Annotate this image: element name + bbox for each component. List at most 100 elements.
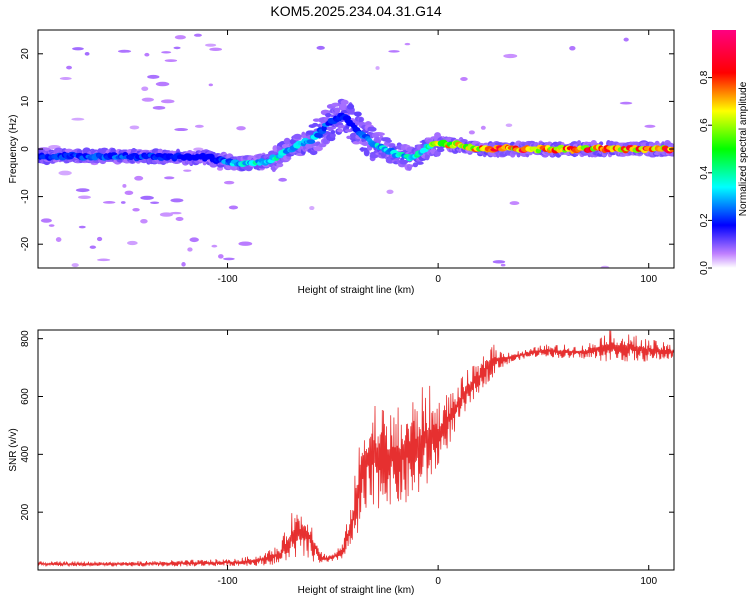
spectrogram-noise-point (78, 225, 86, 229)
spectrogram-points (38, 33, 674, 268)
spectrogram-halo-point (363, 149, 370, 157)
spectrogram-halo-point (353, 111, 362, 117)
spectrogram-noise-point (160, 99, 175, 104)
spectrogram-halo-point (424, 153, 430, 161)
spectrogram-halo-point (325, 112, 332, 118)
spectrogram-noise-point (569, 45, 576, 51)
spectrogram-noise-point (59, 77, 72, 80)
spectrogram-noise-point (120, 201, 126, 204)
spectrogram-halo-point (336, 128, 344, 133)
spectrogram-noise-point (140, 195, 154, 200)
spectrogram-y-tick-label: 20 (20, 48, 31, 60)
spectrogram-noise-point (155, 81, 170, 87)
spectrogram-halo-point (408, 164, 414, 168)
colorbar-tick-label: 0.8 (699, 70, 710, 84)
spectrogram-ridge-point (535, 148, 542, 154)
spectrogram-noise-point (66, 65, 72, 70)
spectrogram-noise-point (71, 263, 79, 268)
spectrogram-noise-point (223, 180, 235, 185)
spectrogram-noise-point (644, 124, 656, 128)
snr-x-label: Height of straight line (km) (298, 585, 415, 596)
spectrogram-noise-point (505, 123, 513, 127)
spectrogram-noise-point (173, 46, 181, 50)
spectrogram-noise-point (174, 127, 189, 132)
snr-series-line (38, 330, 674, 568)
snr-y-tick-label: 600 (20, 388, 31, 405)
colorbar-gradient (712, 30, 736, 268)
spectrogram-noise-point (500, 263, 506, 267)
snr-x-tick-label: 100 (640, 576, 657, 587)
spectrogram-y-ticks: -20 -10 0 10 20 (20, 48, 674, 251)
spectrogram-noise-point (193, 147, 204, 152)
snr-x-tick-label: 0 (435, 576, 441, 587)
spectrogram-noise-point (181, 262, 186, 267)
spectrogram-noise-point (129, 125, 140, 130)
spectrogram-noise-point (223, 257, 235, 261)
spectrogram-halo-point (388, 143, 396, 148)
spectrogram-noise-point (147, 74, 160, 79)
spectrogram-noise-point (386, 189, 394, 195)
spectrogram-halo-point (415, 161, 424, 165)
snr-y-tick-label: 400 (20, 446, 31, 463)
spectrogram-noise-point (316, 45, 325, 50)
spectrogram-noise-point (460, 77, 468, 82)
spectrogram-noise-point (89, 245, 97, 249)
spectrogram-noise-point (97, 258, 111, 262)
spectrogram-halo-point (460, 139, 468, 143)
spectrogram-halo-point (327, 126, 333, 132)
spectrogram-noise-point (134, 175, 144, 181)
spectrogram-ridge-point (314, 132, 323, 138)
spectrogram-noise-point (77, 195, 91, 199)
snr-y-tick-label: 200 (20, 503, 31, 520)
spectrogram-noise-point (161, 51, 172, 54)
spectrogram-noise-point (600, 265, 610, 268)
spectrogram-noise-point (236, 126, 246, 131)
spectrogram-halo-point (361, 141, 369, 147)
spectrogram-noise-point (218, 254, 224, 259)
spectrogram-noise-point (388, 50, 400, 53)
spectrogram-x-tick-label: 0 (435, 274, 441, 285)
spectrogram-noise-point (48, 224, 55, 227)
spectrogram-noise-point (189, 237, 199, 243)
spectrogram-halo-point (276, 162, 284, 168)
spectrogram-halo-point (309, 149, 318, 156)
spectrogram-halo-point (313, 145, 323, 152)
spectrogram-x-tick-label: -100 (218, 274, 238, 285)
spectrogram-x-label: Height of straight line (km) (298, 285, 415, 296)
spectrogram-halo-point (292, 133, 302, 140)
spectrogram-noise-point (194, 124, 204, 128)
spectrogram-noise-point (124, 190, 134, 195)
spectrogram-x-tick-label: 100 (640, 274, 657, 285)
spectrogram-halo-point (371, 133, 380, 139)
spectrogram-halo-point (272, 145, 279, 152)
spectrogram-noise-point (169, 211, 182, 215)
spectrogram-y-tick-label: 0 (20, 146, 31, 152)
snr-frame (37, 329, 675, 571)
spectrogram-noise-point (71, 117, 85, 121)
snr-panel: -100 0 100 200 400 600 800 Height of straight… (8, 329, 675, 596)
spectrogram-halo-point (346, 103, 355, 110)
spectrogram-noise-point (238, 241, 253, 246)
spectrogram-noise-point (404, 42, 411, 46)
spectrogram-noise-point (468, 130, 475, 135)
spectrogram-noise-point (40, 218, 52, 223)
spectrogram-halo-point (399, 159, 408, 165)
spectrogram-y-label: Frequency (Hz) (8, 115, 19, 184)
spectrogram-halo-point (352, 140, 361, 145)
spectrogram-noise-point (208, 83, 213, 87)
spectrogram-noise-point (174, 35, 186, 40)
spectrogram-y-tick-label: -10 (20, 189, 31, 204)
colorbar-tick-label: 0.6 (699, 118, 710, 132)
snr-y-tick-label: 800 (20, 330, 31, 347)
spectrogram-halo-point (385, 139, 392, 143)
spectrogram-noise-point (480, 125, 486, 130)
spectrogram-halo-point (322, 138, 329, 145)
spectrogram-halo-point (329, 132, 336, 138)
spectrogram-noise-point (278, 177, 287, 182)
spectrogram-halo-point (340, 99, 349, 105)
spectrogram-noise-point (211, 244, 218, 248)
spectrogram-noise-point (375, 66, 380, 70)
